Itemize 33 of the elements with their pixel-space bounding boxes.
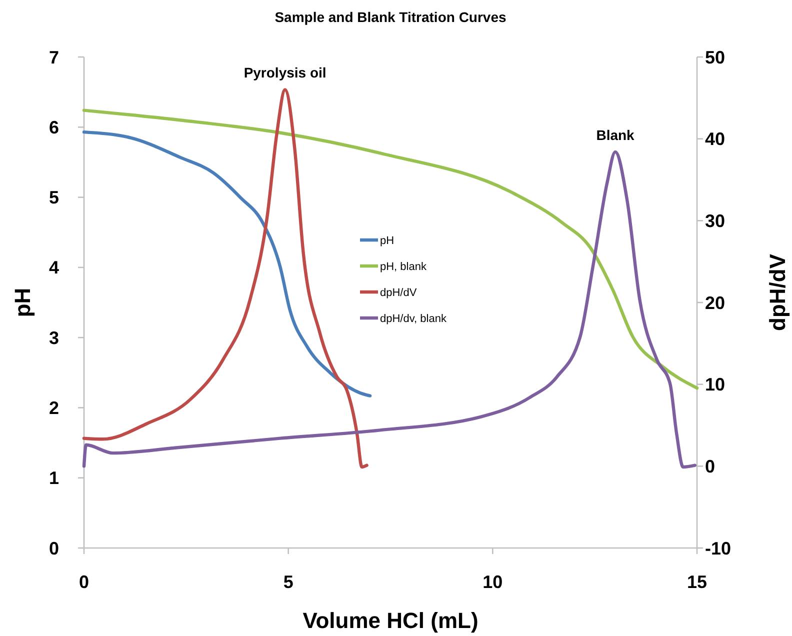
y2-tick-label: 0 bbox=[705, 456, 716, 476]
y-tick-label: 7 bbox=[48, 47, 59, 68]
y2-tick-label: 50 bbox=[705, 47, 726, 68]
y-tick-label: 3 bbox=[48, 328, 59, 348]
y2-tick-label: 30 bbox=[705, 210, 726, 231]
line-series bbox=[82, 108, 699, 390]
legend-label: dpH/dV bbox=[380, 286, 418, 299]
y-tick-label: 5 bbox=[48, 188, 59, 208]
y-tick-label: 0 bbox=[48, 538, 59, 558]
x-axis-title: Volume HCl (mL) bbox=[302, 608, 478, 633]
legend-label: pH, blank bbox=[380, 260, 427, 273]
y-axis-title: pH bbox=[10, 288, 35, 318]
line-series bbox=[82, 130, 372, 398]
x-tick-label: 0 bbox=[78, 572, 90, 592]
y2-tick-label: -10 bbox=[705, 538, 732, 558]
legend-label: dpH/dv, blank bbox=[380, 312, 447, 325]
x-tick-label: 5 bbox=[283, 572, 294, 592]
x-tick-label: 15 bbox=[686, 572, 708, 592]
y-tick-label: 4 bbox=[48, 258, 59, 278]
y2-tick-label: 10 bbox=[705, 374, 726, 395]
line-series bbox=[82, 88, 368, 469]
y-tick-label: 6 bbox=[48, 117, 59, 138]
y2-tick-label: 40 bbox=[705, 129, 726, 150]
legend-label: pH bbox=[380, 234, 394, 247]
y2-axis-title: dpH/dV bbox=[765, 254, 790, 331]
annotation: Blank bbox=[596, 126, 635, 143]
chart-title: Sample and Blank Titration Curves bbox=[274, 9, 506, 25]
y2-tick-label: 20 bbox=[705, 292, 726, 313]
annotation: Pyrolysis oil bbox=[244, 64, 326, 81]
y-tick-label: 1 bbox=[48, 468, 59, 488]
line-series bbox=[82, 150, 697, 469]
x-tick-label: 10 bbox=[482, 572, 503, 592]
y-tick-label: 2 bbox=[48, 398, 59, 418]
